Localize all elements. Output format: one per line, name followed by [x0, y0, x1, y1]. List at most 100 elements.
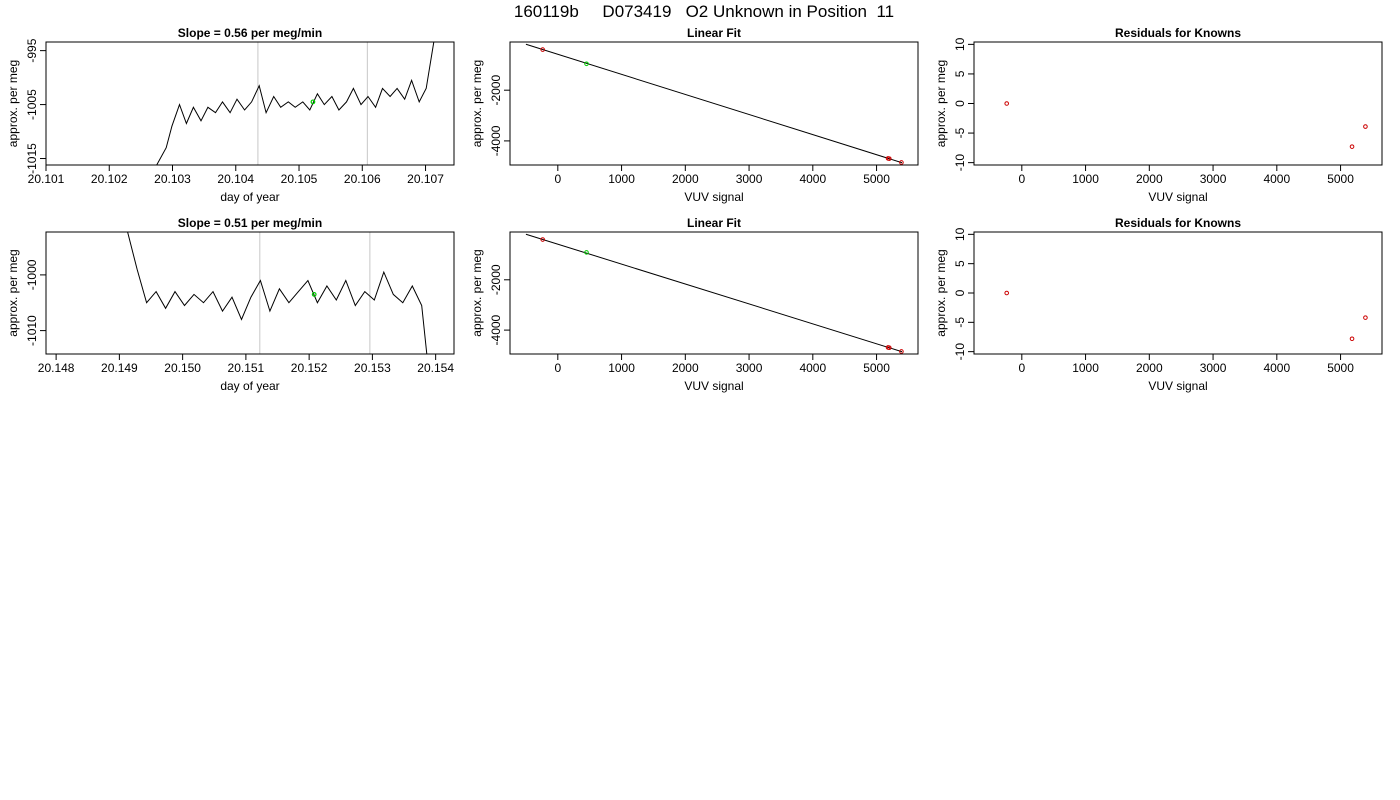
x-tick-label: 1000 — [1072, 172, 1099, 186]
plot-area — [156, 42, 435, 165]
x-tick-label: 3000 — [736, 172, 763, 186]
x-tick-label: 5000 — [1327, 172, 1354, 186]
y-axis-label: approx. per meg — [934, 249, 948, 336]
x-tick-label: 2000 — [672, 361, 699, 375]
y-tick-label: -10 — [953, 343, 967, 361]
x-tick-label: 1000 — [1072, 361, 1099, 375]
chart-title: Linear Fit — [687, 216, 741, 230]
series-line — [127, 232, 428, 354]
plot-area — [525, 233, 904, 354]
fit-line — [525, 233, 903, 353]
y-axis-label: approx. per meg — [6, 60, 20, 147]
x-tick-label: 20.152 — [291, 361, 328, 375]
x-tick-label: 3000 — [1200, 172, 1227, 186]
data-point — [1004, 101, 1010, 106]
x-axis-label: day of year — [220, 190, 279, 204]
plot-frame — [509, 41, 919, 166]
x-tick-label: 0 — [1018, 361, 1025, 375]
x-tick-label: 20.154 — [417, 361, 454, 375]
y-tick-label: -995 — [25, 38, 39, 62]
x-tick-label: 2000 — [1136, 172, 1163, 186]
data-point — [540, 47, 546, 52]
y-tick-label: -2000 — [489, 75, 503, 106]
y-tick-label: -1010 — [25, 315, 39, 346]
data-point — [584, 250, 589, 255]
plot-frame — [973, 231, 1383, 355]
chart-title: Residuals for Knowns — [1115, 26, 1241, 40]
chart-p1: Slope = 0.56 per meg/min 20.101 20.102 20.1… — [6, 26, 455, 204]
x-axis-label: VUV signal — [1148, 190, 1207, 204]
x-tick-label: 20.150 — [164, 361, 201, 375]
data-point — [1363, 124, 1368, 129]
chart-title: Slope = 0.51 per meg/min — [178, 216, 322, 230]
data-point — [1349, 336, 1355, 342]
x-axis-label: VUV signal — [684, 379, 743, 393]
plot-area — [525, 43, 904, 165]
y-tick-label: -1005 — [25, 89, 39, 120]
chart-title: Slope = 0.56 per meg/min — [178, 26, 322, 40]
x-tick-label: 2000 — [1136, 361, 1163, 375]
y-tick-label: -10 — [953, 154, 967, 172]
y-tick-label: -4000 — [489, 314, 503, 345]
y-tick-label: -4000 — [489, 125, 503, 156]
x-tick-label: 4000 — [1263, 172, 1290, 186]
x-tick-label: 0 — [1018, 172, 1025, 186]
y-axis-label: approx. per meg — [470, 60, 484, 147]
chart-p2: Linear Fit 0 1000 2000 3000 4000 5000 -4000 -200… — [470, 26, 919, 204]
x-tick-label: 20.101 — [28, 172, 65, 186]
highlight-point — [311, 291, 317, 297]
x-tick-label: 0 — [554, 361, 561, 375]
x-tick-label: 5000 — [863, 361, 890, 375]
y-tick-label: -1000 — [25, 259, 39, 290]
x-tick-label: 20.107 — [407, 172, 444, 186]
y-axis-label: approx. per meg — [470, 249, 484, 336]
x-tick-label: 20.149 — [101, 361, 138, 375]
x-tick-label: 20.151 — [228, 361, 265, 375]
chart-p4: Slope = 0.51 per meg/min 20.148 20.149 20.1… — [6, 216, 455, 393]
data-point — [584, 61, 589, 67]
x-tick-label: 2000 — [672, 172, 699, 186]
chart-title: Linear Fit — [687, 26, 741, 40]
y-tick-label: 10 — [953, 37, 967, 51]
x-tick-label: 4000 — [1263, 361, 1290, 375]
y-axis-label: approx. per meg — [6, 249, 20, 336]
plot-area — [1004, 290, 1368, 342]
chart-p6: Residuals for Knowns 0 1000 2000 3000 4000 500… — [934, 216, 1383, 393]
x-tick-label: 20.105 — [281, 172, 318, 186]
x-tick-label: 20.103 — [154, 172, 191, 186]
data-point — [887, 156, 892, 161]
x-tick-label: 4000 — [799, 172, 826, 186]
x-tick-label: 20.153 — [354, 361, 391, 375]
highlight-point — [310, 99, 316, 105]
x-axis-label: day of year — [220, 379, 279, 393]
x-tick-label: 20.102 — [91, 172, 128, 186]
data-point — [887, 345, 892, 351]
x-tick-label: 5000 — [1327, 361, 1354, 375]
y-axis-label: approx. per meg — [934, 60, 948, 147]
chart-p5: Linear Fit 0 1000 2000 3000 4000 5000 -4000 -200… — [470, 216, 919, 393]
plot-frame — [973, 41, 1383, 166]
x-tick-label: 5000 — [863, 172, 890, 186]
page-title: 160119b D073419 O2 Unknown in Position 1… — [513, 2, 895, 21]
data-point — [899, 160, 904, 165]
y-tick-label: 0 — [953, 100, 967, 107]
y-tick-label: 5 — [953, 260, 967, 267]
y-tick-label: 10 — [953, 227, 967, 241]
x-tick-label: 20.148 — [38, 361, 75, 375]
x-tick-label: 3000 — [1200, 361, 1227, 375]
y-tick-label: -5 — [953, 127, 967, 138]
chart-p3: Residuals for Knowns 0 1000 2000 3000 4000 500… — [934, 26, 1383, 204]
data-point — [899, 349, 904, 354]
plot-frame — [509, 231, 919, 355]
data-point — [1004, 290, 1010, 296]
x-tick-label: 20.104 — [217, 172, 254, 186]
x-tick-label: 3000 — [736, 361, 763, 375]
x-tick-label: 20.106 — [344, 172, 381, 186]
fit-line — [525, 43, 903, 164]
plot-frame — [45, 231, 455, 355]
series-line — [156, 42, 435, 165]
x-axis-label: VUV signal — [1148, 379, 1207, 393]
plot-area — [127, 232, 428, 354]
data-point — [1349, 144, 1355, 149]
